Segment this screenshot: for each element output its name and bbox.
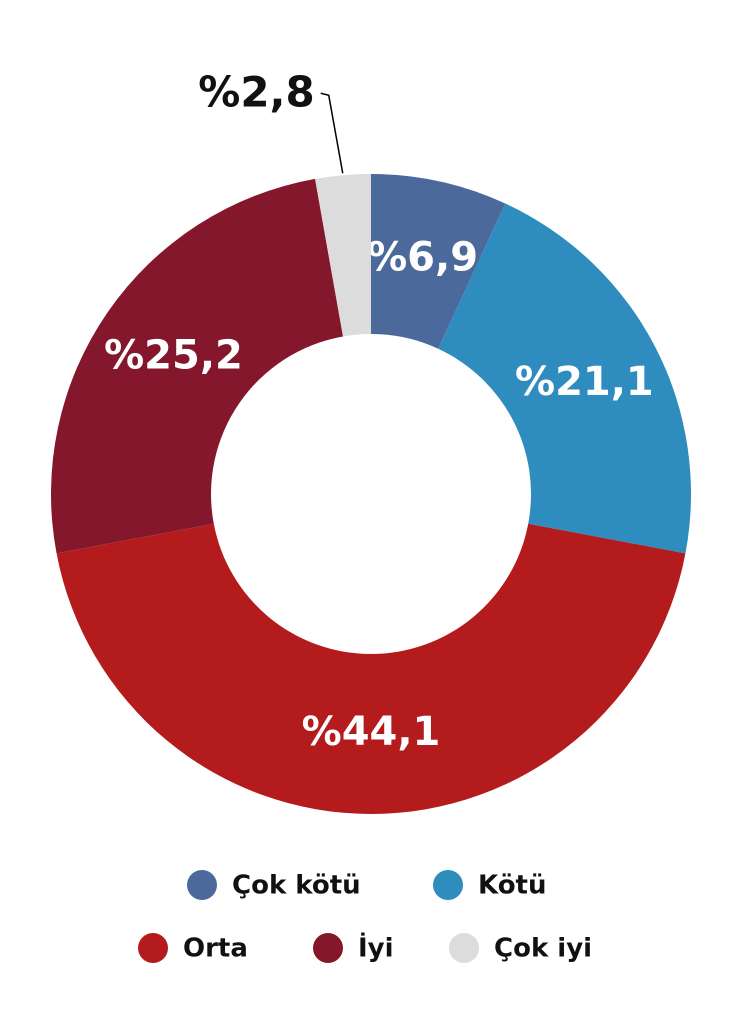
- legend-label: Çok iyi: [494, 934, 592, 964]
- value-label: %44,1: [302, 709, 441, 755]
- donut-slice: [315, 174, 371, 337]
- donut-slice: [50, 178, 344, 554]
- leader-line: [320, 92, 344, 174]
- legend-swatch: [138, 933, 168, 963]
- donut-slice: [56, 523, 686, 815]
- value-label: %2,8: [198, 68, 314, 117]
- donut-slice: [371, 174, 506, 349]
- legend-swatch: [187, 870, 217, 900]
- value-label: %25,2: [104, 333, 243, 379]
- donut-slice: [438, 203, 691, 554]
- legend-label: İyi: [358, 932, 394, 964]
- legend-swatch: [449, 933, 479, 963]
- legend-label: Çok kötü: [232, 871, 361, 901]
- legend-label: Orta: [183, 934, 248, 964]
- legend-label: Kötü: [478, 871, 547, 901]
- value-label: %21,1: [515, 359, 654, 405]
- legend-swatch: [313, 933, 343, 963]
- value-label: %6,9: [367, 235, 478, 281]
- legend-swatch: [433, 870, 463, 900]
